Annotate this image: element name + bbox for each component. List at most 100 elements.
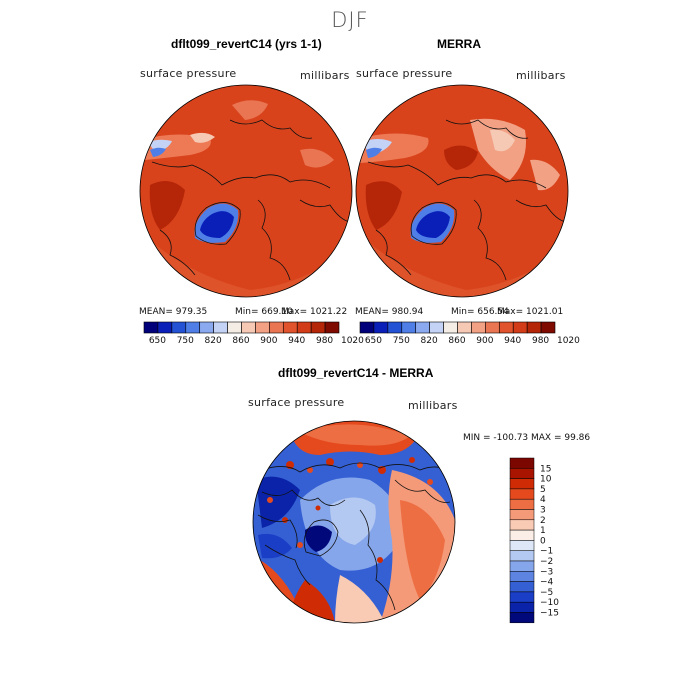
- colorbar-1-tick-label: 820: [205, 336, 222, 346]
- colorbar-3-swatch: [509, 612, 535, 624]
- colorbar-3-swatch: [509, 581, 535, 593]
- colorbar-1-tick-label: 650: [149, 336, 166, 346]
- colorbar-1-tick-label: 940: [288, 336, 305, 346]
- colorbar-2-swatch: [429, 321, 444, 334]
- colorbar-1: 650 750 820 860 900 940 980 1020: [143, 321, 364, 346]
- colorbar-2-swatch: [373, 321, 389, 334]
- colorbar-2-swatch: [457, 321, 472, 334]
- colorbar-2-swatch: [359, 321, 375, 334]
- colorbar-3-swatch: [509, 457, 535, 469]
- colorbar-2-tick-label: 820: [421, 336, 438, 346]
- map-2-boundary: [355, 84, 569, 298]
- colorbar-3-swatch: [509, 560, 535, 572]
- colorbar-1-swatch: [310, 321, 326, 334]
- colorbar-2-swatch: [415, 321, 430, 334]
- colorbar-1-swatch: [157, 321, 173, 334]
- colorbar-1-swatch: [143, 321, 159, 334]
- colorbar-3-tick-label: 10: [540, 475, 552, 485]
- colorbar-2-tick-label: 860: [448, 336, 465, 346]
- colorbar-3-tick-label: −10: [540, 598, 559, 608]
- panel-2-title: MERRA: [437, 37, 481, 51]
- panel-1-mean: MEAN= 979.35: [139, 307, 208, 317]
- colorbar-3-tick-label: 5: [540, 485, 546, 495]
- colorbar-2-tick-label: 900: [476, 336, 493, 346]
- colorbar-3-tick-label: 3: [540, 506, 546, 516]
- panel-1-unit-label: millibars: [300, 69, 350, 82]
- colorbar-2-swatch: [401, 321, 417, 334]
- colorbar-3-swatch: [509, 468, 535, 479]
- colorbar-3-swatch: [509, 591, 535, 603]
- map-2: [355, 84, 569, 298]
- colorbar-1-tick-label: 1020: [341, 336, 364, 346]
- colorbar-3-tick-label: 4: [540, 495, 546, 505]
- colorbar-3-tick-label: −5: [540, 588, 553, 598]
- colorbar-3-swatch: [509, 540, 535, 551]
- colorbar-3-tick-label: −1: [540, 547, 553, 557]
- map-1-boundary: [139, 84, 353, 298]
- colorbar-3-swatch: [509, 509, 535, 521]
- colorbar-1-swatch: [324, 321, 340, 334]
- colorbar-2-tick-label: 980: [532, 336, 549, 346]
- colorbar-1-swatch: [227, 321, 242, 334]
- colorbar-1-swatch: [255, 321, 270, 334]
- colorbar-2: 650 750 820 860 900 940 980 1020: [359, 321, 580, 346]
- colorbar-3-tick-label: 15: [540, 464, 551, 474]
- colorbar-2-swatch: [387, 321, 403, 334]
- colorbar-1-swatch: [241, 321, 256, 334]
- colorbar-1-swatch: [199, 321, 214, 334]
- colorbar-3-swatch: [509, 478, 535, 490]
- colorbar-2-swatch: [526, 321, 542, 334]
- colorbar-1-swatch: [185, 321, 201, 334]
- panel-1-max: Max= 1021.22: [281, 307, 348, 317]
- colorbar-3-tick-label: 2: [540, 516, 546, 526]
- colorbar-2-swatch: [443, 321, 458, 334]
- colorbar-3-swatch: [509, 529, 535, 541]
- colorbar-1-swatch: [213, 321, 228, 334]
- map-3-boundary: [252, 420, 456, 624]
- colorbar-3-swatch: [509, 519, 535, 531]
- panel-3-unit-label: millibars: [408, 399, 458, 412]
- colorbar-3-tick-label: −15: [540, 609, 559, 619]
- panel-3-minmax: MIN = -100.73 MAX = 99.86: [463, 433, 591, 443]
- colorbar-2-tick-label: 650: [365, 336, 382, 346]
- panel-3-variable-label: surface pressure: [248, 396, 345, 409]
- colorbar-2-tick-label: 940: [504, 336, 521, 346]
- map-3: [252, 420, 456, 624]
- colorbar-3-tick-label: −3: [540, 567, 553, 577]
- colorbar-3-swatch: [509, 498, 535, 510]
- season-title: DJF: [331, 8, 369, 32]
- panel-2-min: Min= 656.54: [451, 307, 509, 317]
- colorbar-1-tick-label: 750: [177, 336, 194, 346]
- colorbar-3-tick-label: −4: [540, 578, 554, 588]
- colorbar-2-swatch: [485, 321, 500, 334]
- colorbar-1-swatch: [171, 321, 187, 334]
- panel-1-variable-label: surface pressure: [140, 67, 237, 80]
- colorbar-3-swatch: [509, 550, 535, 562]
- colorbar-3-tick-label: 0: [540, 536, 546, 546]
- colorbar-3-tick-label: 1: [540, 526, 546, 536]
- colorbar-1-tick-label: 860: [232, 336, 249, 346]
- colorbar-2-swatch: [498, 321, 514, 334]
- map-1: [139, 84, 353, 298]
- colorbar-1-tick-label: 900: [260, 336, 277, 346]
- colorbar-1-swatch: [296, 321, 312, 334]
- colorbar-2-swatch: [471, 321, 486, 334]
- colorbar-1-swatch: [269, 321, 284, 334]
- panel-2-variable-label: surface pressure: [356, 67, 453, 80]
- colorbar-2-swatch: [512, 321, 528, 334]
- colorbar-2-tick-label: 750: [393, 336, 410, 346]
- colorbar-3-swatch: [509, 488, 535, 500]
- colorbar-3-tick-label: −2: [540, 557, 553, 567]
- colorbar-3-swatch: [509, 571, 535, 582]
- panel-3-title: dflt099_revertC14 - MERRA: [278, 366, 434, 380]
- panel-1-title: dflt099_revertC14 (yrs 1-1): [171, 37, 322, 51]
- panel-1-min: Min= 669.10: [235, 307, 293, 317]
- colorbar-3-swatch: [509, 601, 535, 613]
- panel-2-mean: MEAN= 980.94: [355, 307, 424, 317]
- colorbar-2-swatch: [540, 321, 556, 334]
- colorbar-2-tick-label: 1020: [557, 336, 580, 346]
- panel-2-max: Max= 1021.01: [497, 307, 564, 317]
- panel-2-unit-label: millibars: [516, 69, 566, 82]
